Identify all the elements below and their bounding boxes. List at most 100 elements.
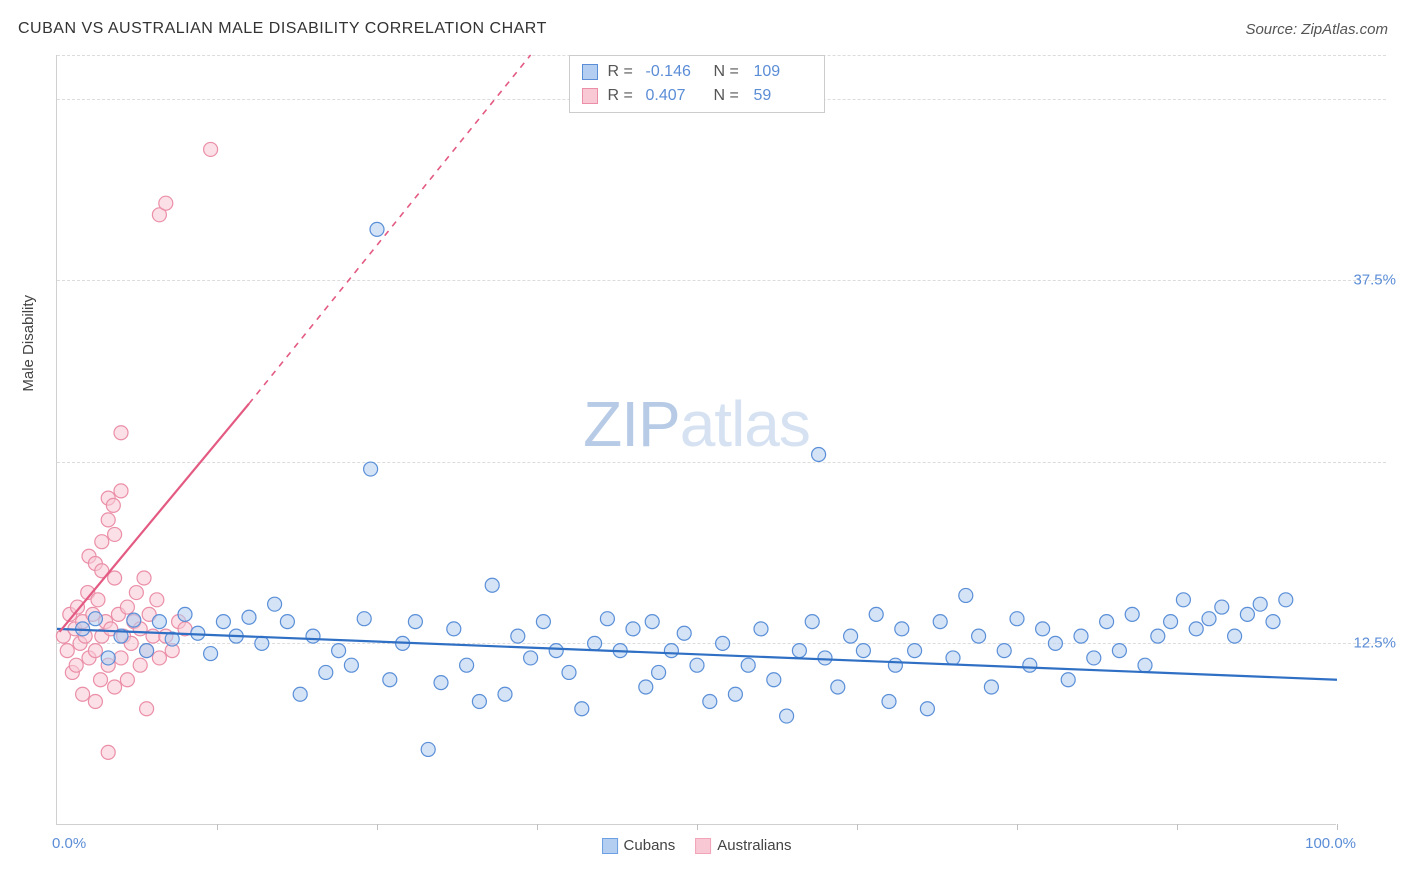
data-point <box>383 673 397 687</box>
data-point <box>306 629 320 643</box>
y-axis-tick-label: 37.5% <box>1353 272 1396 289</box>
legend-bottom: Cubans Australians <box>602 837 792 854</box>
n-label: N = <box>714 84 744 108</box>
data-point <box>357 612 371 626</box>
data-point <box>204 142 218 156</box>
data-point <box>101 513 115 527</box>
cubans-r: -0.146 <box>646 60 704 84</box>
australians-r: 0.407 <box>646 84 704 108</box>
data-point <box>1228 629 1242 643</box>
data-point <box>344 658 358 672</box>
data-point <box>959 588 973 602</box>
data-point <box>472 695 486 709</box>
x-tick-mark <box>1177 824 1178 830</box>
data-point <box>242 610 256 624</box>
data-point <box>600 612 614 626</box>
data-point <box>152 651 166 665</box>
data-point <box>690 658 704 672</box>
data-point <box>94 673 108 687</box>
cubans-n: 109 <box>754 60 812 84</box>
data-point <box>140 702 154 716</box>
n-label: N = <box>714 60 744 84</box>
data-point <box>1074 629 1088 643</box>
data-point <box>1215 600 1229 614</box>
data-point <box>114 651 128 665</box>
data-point <box>818 651 832 665</box>
data-point <box>856 644 870 658</box>
data-point <box>1138 658 1152 672</box>
chart-header: CUBAN VS AUSTRALIAN MALE DISABILITY CORR… <box>18 20 1388 38</box>
data-point <box>127 613 141 627</box>
data-point <box>114 426 128 440</box>
data-point <box>60 644 74 658</box>
data-point <box>882 695 896 709</box>
data-point <box>946 651 960 665</box>
data-point <box>626 622 640 636</box>
data-point <box>70 600 84 614</box>
data-point <box>114 484 128 498</box>
australians-legend-swatch <box>695 838 711 854</box>
data-point <box>216 615 230 629</box>
x-axis-max-label: 100.0% <box>1305 835 1356 852</box>
data-point <box>1048 636 1062 650</box>
data-point <box>780 709 794 723</box>
data-point <box>485 578 499 592</box>
cubans-swatch <box>582 64 598 80</box>
r-label: R = <box>608 60 636 84</box>
stats-row-australians: R = 0.407 N = 59 <box>582 84 812 108</box>
australians-legend-label: Australians <box>717 837 791 854</box>
data-point <box>1010 612 1024 626</box>
data-point <box>268 597 282 611</box>
data-point <box>888 658 902 672</box>
data-point <box>364 462 378 476</box>
stats-row-cubans: R = -0.146 N = 109 <box>582 60 812 84</box>
data-point <box>895 622 909 636</box>
cubans-legend-label: Cubans <box>624 837 676 854</box>
data-point <box>588 636 602 650</box>
plot-area: ZIPatlas 12.5%37.5% R = -0.146 N = 109 R… <box>56 55 1336 825</box>
data-point <box>159 196 173 210</box>
data-point <box>408 615 422 629</box>
data-point <box>1279 593 1293 607</box>
data-point <box>997 644 1011 658</box>
data-point <box>511 629 525 643</box>
data-point <box>869 607 883 621</box>
cubans-legend-swatch <box>602 838 618 854</box>
data-point <box>677 626 691 640</box>
data-point <box>639 680 653 694</box>
data-point <box>101 745 115 759</box>
x-tick-mark <box>377 824 378 830</box>
data-point <box>91 593 105 607</box>
plot-svg <box>57 55 1336 824</box>
data-point <box>137 571 151 585</box>
x-tick-mark <box>1337 824 1338 830</box>
stats-legend: R = -0.146 N = 109 R = 0.407 N = 59 <box>569 55 825 113</box>
data-point <box>129 586 143 600</box>
data-point <box>972 629 986 643</box>
x-tick-mark <box>1017 824 1018 830</box>
data-point <box>1240 607 1254 621</box>
data-point <box>108 527 122 541</box>
data-point <box>319 665 333 679</box>
data-point <box>805 615 819 629</box>
data-point <box>1023 658 1037 672</box>
data-point <box>150 593 164 607</box>
data-point <box>88 644 102 658</box>
data-point <box>421 742 435 756</box>
data-point <box>728 687 742 701</box>
data-point <box>1202 612 1216 626</box>
data-point <box>76 687 90 701</box>
data-point <box>498 687 512 701</box>
data-point <box>812 448 826 462</box>
data-point <box>549 644 563 658</box>
data-point <box>1061 673 1075 687</box>
data-point <box>1164 615 1178 629</box>
data-point <box>140 644 154 658</box>
data-point <box>1151 629 1165 643</box>
legend-item-australians: Australians <box>695 837 791 854</box>
data-point <box>95 535 109 549</box>
data-point <box>1087 651 1101 665</box>
data-point <box>120 600 134 614</box>
chart-title: CUBAN VS AUSTRALIAN MALE DISABILITY CORR… <box>18 20 547 38</box>
x-axis-min-label: 0.0% <box>52 835 86 852</box>
